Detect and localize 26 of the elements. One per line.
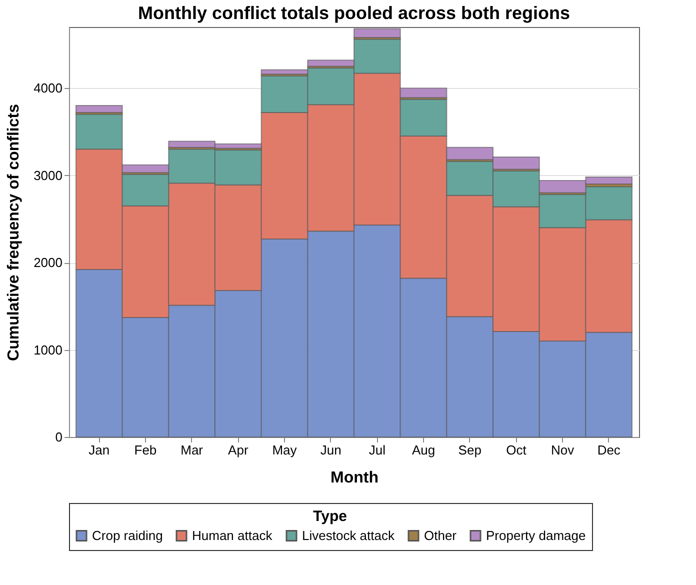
x-tick-label: May (272, 442, 298, 458)
x-tick-label: Feb (134, 442, 157, 458)
x-axis-title: Month (330, 470, 378, 486)
legend-label: Livestock attack (302, 528, 395, 543)
legend-label: Human attack (192, 528, 273, 543)
y-tick-label: 1000 (34, 342, 62, 358)
x-tick-label: Dec (597, 442, 621, 458)
x-tick-label: Apr (228, 442, 249, 458)
y-tick-label: 3000 (34, 168, 62, 183)
x-tick-label: Mar (180, 442, 204, 458)
legend-label: Property damage (486, 528, 586, 543)
y-tick-label: 4000 (34, 80, 62, 96)
x-tick-label: Aug (412, 442, 436, 458)
x-tick-label: Sep (458, 442, 482, 458)
x-tick-label: Jun (320, 442, 342, 458)
y-tick-label: 0 (55, 430, 62, 444)
chart-title: Monthly conflict totals pooled across both regions (138, 3, 570, 23)
x-tick-label: Nov (550, 442, 575, 458)
x-tick-label: Jul (368, 442, 386, 458)
legend-label: Crop raiding (92, 528, 163, 543)
legend-title: Type (313, 508, 347, 525)
x-tick-label: Jan (88, 442, 110, 458)
legend-label: Other (424, 528, 458, 543)
y-axis-title: Cumulative frequency of conflicts (6, 104, 23, 361)
x-tick-label: Oct (506, 442, 527, 458)
y-tick-label: 2000 (34, 255, 62, 270)
